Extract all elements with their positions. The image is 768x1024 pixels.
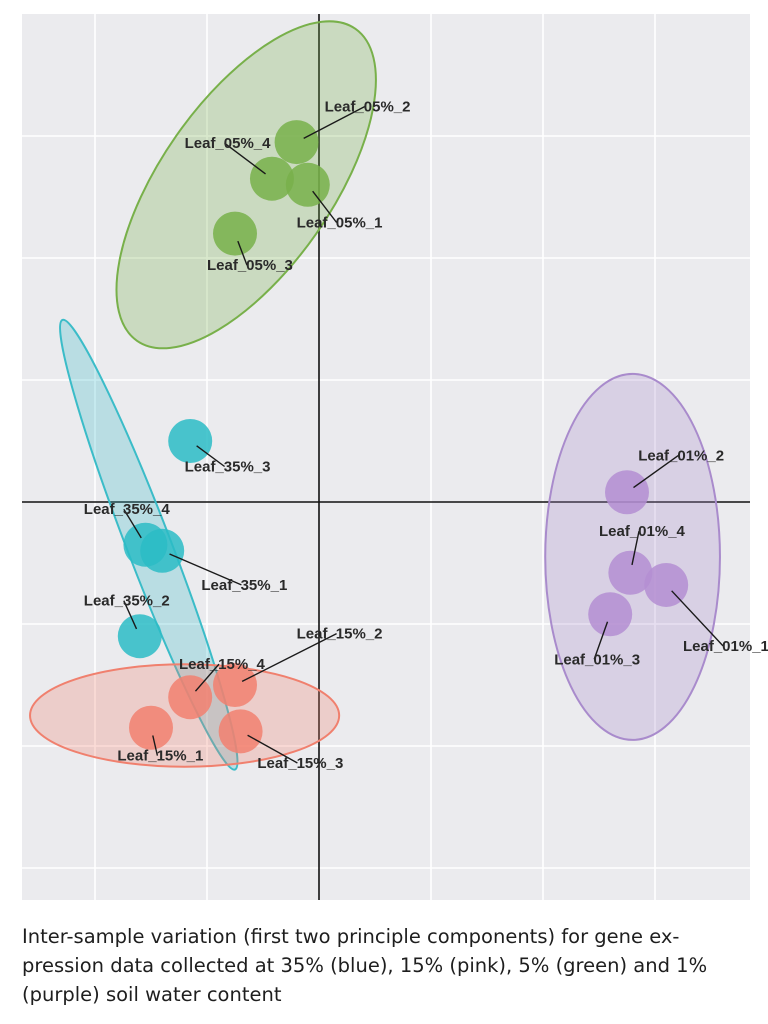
- point-label: Leaf_01%_4: [599, 523, 686, 540]
- point-label: Leaf_35%_2: [84, 593, 170, 610]
- data-point: [168, 419, 213, 463]
- cluster-ellipses: [29, 20, 721, 771]
- label-leader-line: [593, 621, 609, 660]
- label-leader-line: [123, 600, 138, 630]
- data-point: [605, 470, 649, 515]
- point-label: Leaf_35%_1: [201, 577, 287, 594]
- point-label: Leaf_01%_1: [683, 638, 768, 655]
- data-point: [123, 522, 168, 567]
- label-leader-line: [247, 734, 298, 764]
- label-leader-line: [671, 590, 724, 647]
- label-leader-line: [303, 105, 365, 140]
- plot-background: [22, 14, 750, 900]
- label-leader-line: [237, 240, 248, 266]
- label-leader-line: [312, 190, 338, 223]
- data-point: [249, 156, 294, 201]
- point-label: Leaf_05%_1: [297, 215, 383, 232]
- point-label: Leaf_01%_3: [554, 651, 640, 668]
- point-labels: Leaf_05%_1 Leaf_05%_2 Leaf_05%_3 Leaf_05%_4…: [84, 99, 768, 772]
- figure-caption: Inter-sample variation (first two princi…: [22, 925, 708, 1006]
- point-label: Leaf_05%_3: [207, 257, 293, 274]
- data-point: [213, 211, 257, 256]
- label-leader-line: [224, 142, 266, 175]
- data-point: [218, 709, 263, 754]
- label-leader-line: [123, 508, 142, 539]
- point-label: Leaf_15%_3: [257, 755, 343, 772]
- point-label: Leaf_05%_2: [325, 99, 411, 116]
- point-label: Leaf_15%_2: [297, 626, 383, 643]
- label-leader-lines: [123, 105, 724, 764]
- data-points: [117, 120, 689, 754]
- data-point: [213, 663, 257, 707]
- label-leader-line: [196, 445, 226, 468]
- label-leader-line: [241, 633, 337, 683]
- data-point: [274, 120, 319, 165]
- data-point: [129, 705, 173, 750]
- label-leader-line: [633, 454, 679, 489]
- label-leader-line: [631, 531, 640, 566]
- data-point: [608, 550, 653, 595]
- point-label: Leaf_35%_4: [84, 501, 171, 518]
- point-label: Leaf_05%_4: [185, 135, 272, 152]
- data-point: [285, 162, 330, 207]
- label-leader-line: [152, 735, 159, 756]
- data-point: [168, 675, 213, 720]
- point-label: Leaf_01%_2: [638, 448, 724, 465]
- cluster-ellipse: [115, 20, 377, 350]
- point-label: Leaf_15%_4: [179, 656, 266, 673]
- label-leader-line: [169, 553, 242, 586]
- data-point: [117, 614, 162, 659]
- pca-scatter-chart: Leaf_05%_1 Leaf_05%_2 Leaf_05%_3 Leaf_05%_4…: [22, 14, 768, 900]
- point-label: Leaf_15%_1: [117, 748, 203, 765]
- label-leader-line: [194, 663, 220, 692]
- data-point: [588, 592, 633, 637]
- point-label: Leaf_35%_3: [185, 459, 271, 476]
